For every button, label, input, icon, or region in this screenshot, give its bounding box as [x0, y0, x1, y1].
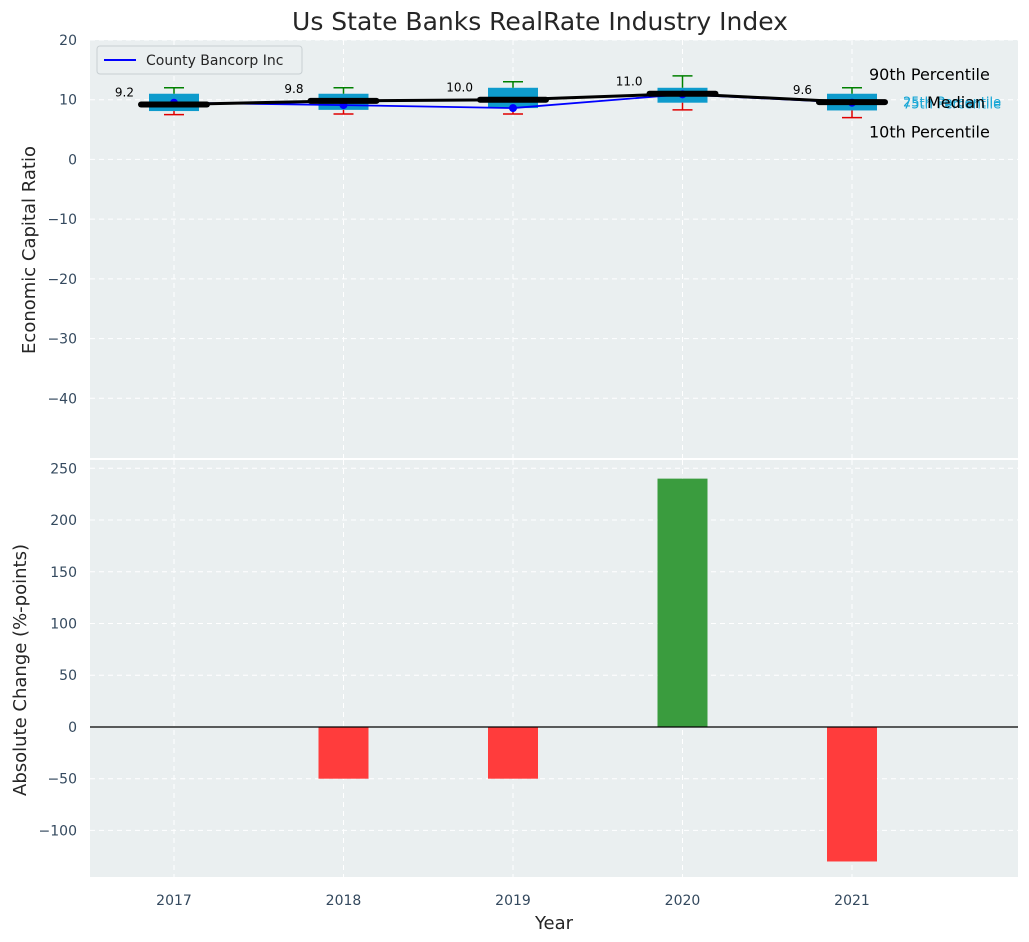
- legend-box: [96, 45, 303, 75]
- top-y-tick-label: 0: [68, 152, 77, 168]
- top-y-axis-label: Economic Capital Ratio: [19, 146, 40, 354]
- x-ticks: 2017 2018 2019 2020 2021: [156, 893, 870, 909]
- bottom-y-tick-label: −50: [47, 772, 77, 788]
- top-y-tick-label: −10: [47, 212, 77, 228]
- top-y-tick-label: −40: [47, 391, 77, 407]
- top-y-ticks: 20 10 0 −10 −20 −30 −40: [47, 33, 77, 407]
- change-bar: [318, 726, 369, 779]
- x-tick-label: 2018: [326, 893, 362, 909]
- label-median: Median: [927, 93, 985, 112]
- bottom-y-tick-label: 250: [50, 461, 77, 477]
- legend: County Bancorp Inc: [96, 45, 303, 75]
- x-axis-label: Year: [534, 913, 574, 934]
- top-y-tick-label: −20: [47, 272, 77, 288]
- label-75th-percentile: 75th Percentile: [903, 98, 1001, 113]
- x-tick-label: 2019: [495, 893, 531, 909]
- bottom-y-ticks: 250 200 150 100 50 0 −50 −100: [39, 461, 77, 839]
- legend-label: County Bancorp Inc: [146, 53, 283, 69]
- bottom-y-tick-label: 200: [50, 513, 77, 529]
- x-tick-label: 2021: [834, 893, 870, 909]
- median-value-label: 9.2: [115, 85, 134, 99]
- median-value-labels: 9.2 9.8 10.0 11.0 9.6: [115, 75, 812, 100]
- label-90th-percentile: 90th Percentile: [869, 65, 990, 84]
- bottom-y-axis-label: Absolute Change (%-points): [10, 544, 31, 796]
- top-y-tick-label: 20: [59, 33, 77, 49]
- bottom-y-tick-label: 0: [68, 720, 77, 736]
- label-10th-percentile: 10th Percentile: [869, 123, 990, 142]
- label-25th-percentile: 25th Percentile: [903, 95, 1001, 110]
- series-point-county-bancorp: [509, 104, 517, 113]
- top-y-tick-label: −30: [47, 332, 77, 348]
- series-lines: [138, 90, 888, 113]
- bottom-y-tick-label: 50: [59, 668, 77, 684]
- median-value-label: 10.0: [446, 81, 473, 95]
- x-tick-label: 2017: [156, 893, 192, 909]
- bottom-y-tick-label: −100: [39, 823, 77, 839]
- median-value-label: 9.6: [793, 83, 812, 97]
- change-bar: [827, 726, 877, 862]
- chart-title: Us State Banks RealRate Industry Index: [292, 7, 788, 36]
- x-tick-label: 2020: [665, 893, 701, 909]
- change-bar: [657, 478, 708, 727]
- bottom-plot-background: [90, 460, 1018, 877]
- bottom-y-tick-label: 150: [50, 565, 77, 581]
- median-value-label: 9.8: [284, 82, 303, 96]
- bottom-y-tick-label: 100: [50, 616, 77, 632]
- bars: [318, 478, 877, 862]
- change-bar: [488, 726, 538, 779]
- median-value-label: 11.0: [616, 75, 643, 89]
- top-y-tick-label: 10: [59, 93, 77, 109]
